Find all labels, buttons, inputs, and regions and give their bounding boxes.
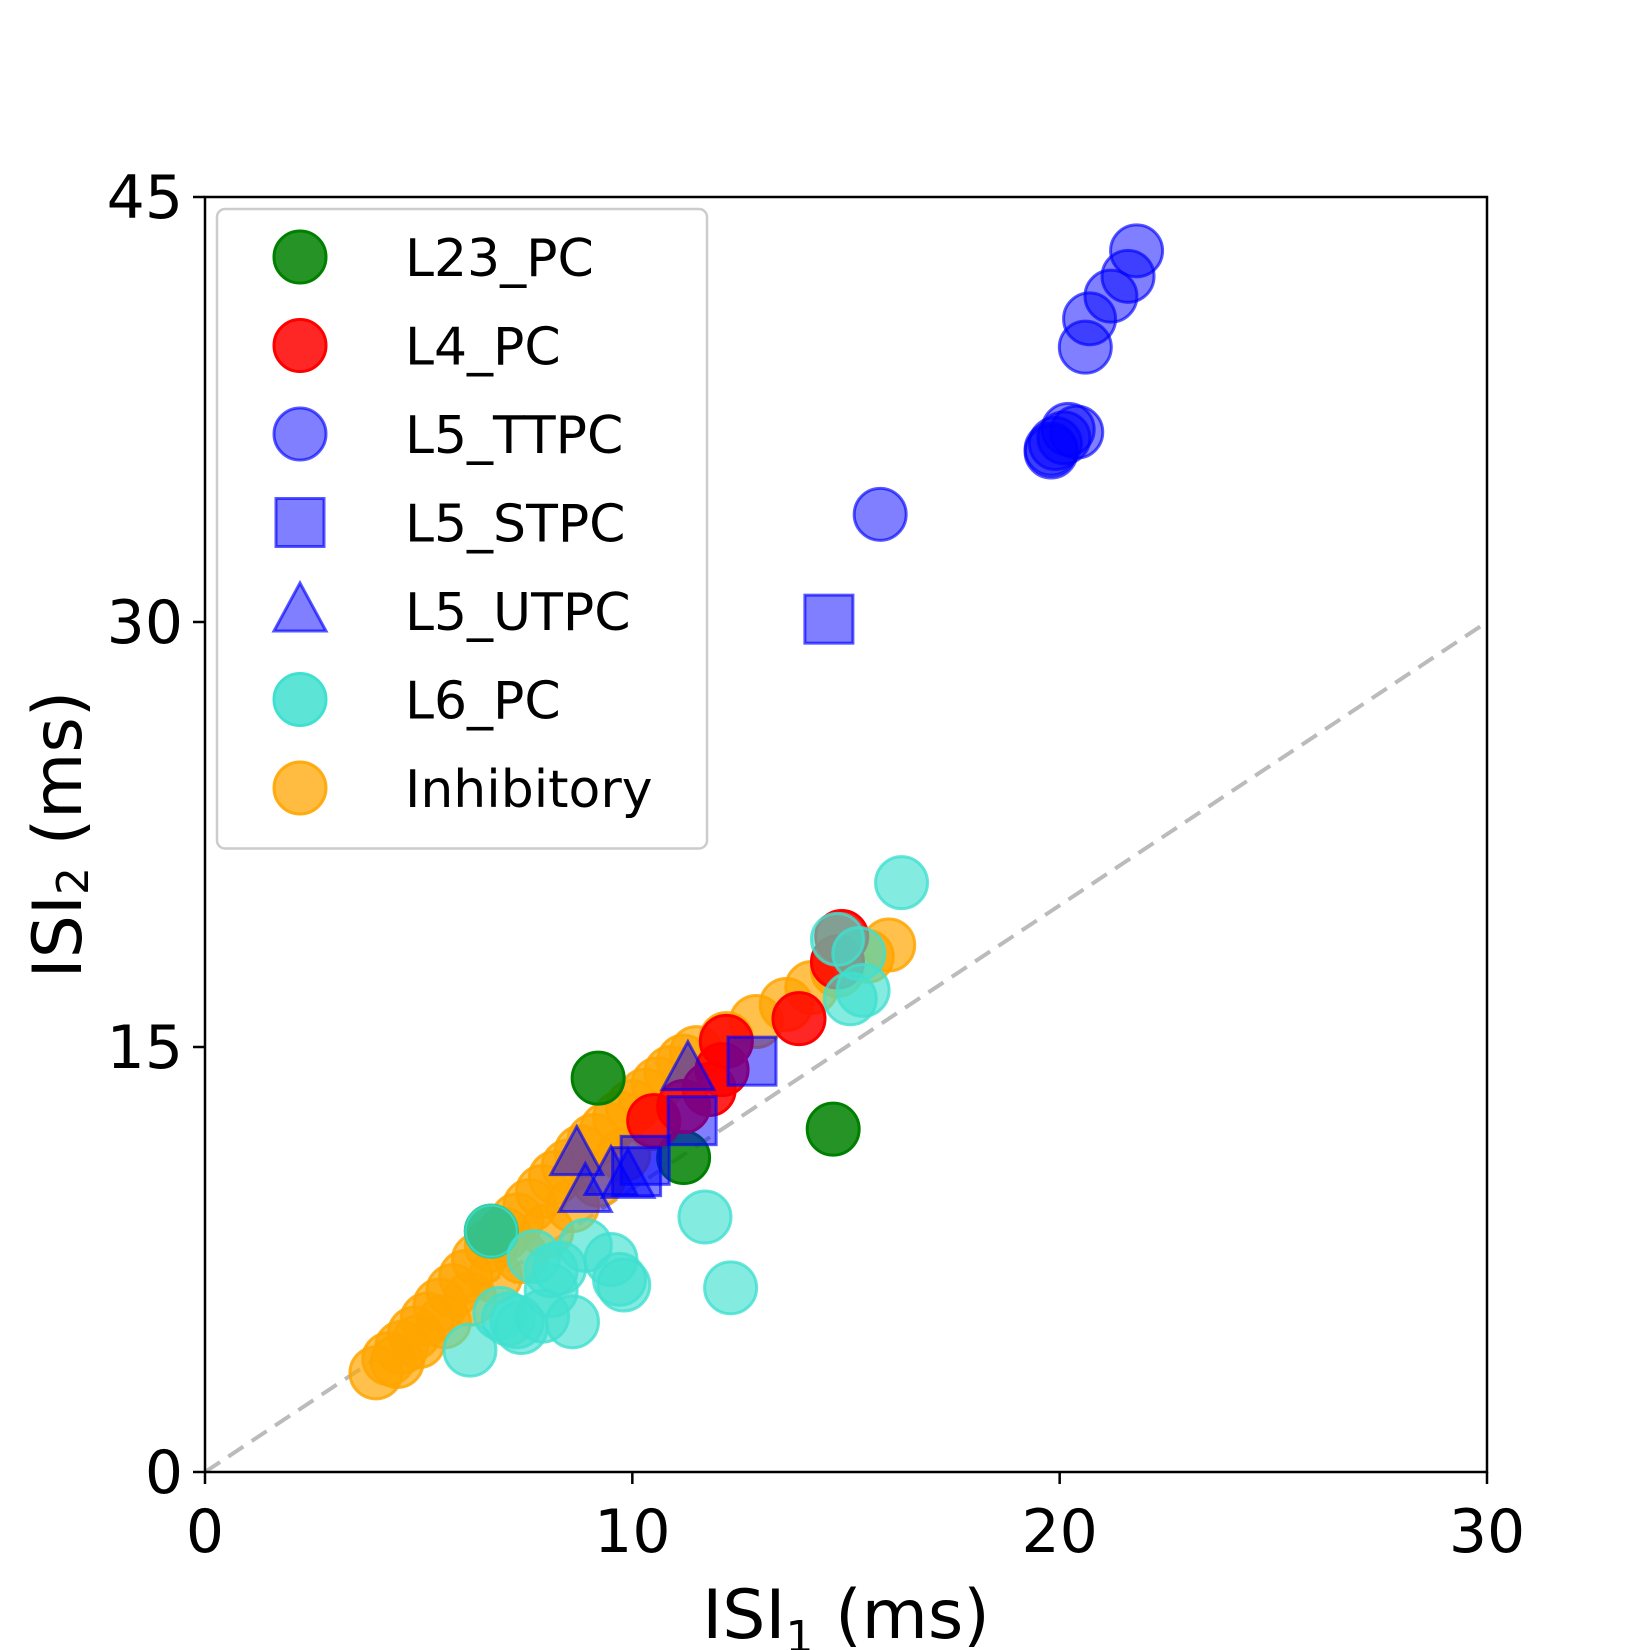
point-l5-ttpc-11 [1049,404,1105,460]
point-l5-ttpc-0 [852,486,908,542]
x-tick-label-10: 10 [594,1497,670,1567]
y-axis-label-unit: (ms) [19,691,98,867]
axis-ticks-layer: 0 10 20 30 0 15 30 45 [107,163,1526,1567]
y-tick-label-15: 15 [107,1013,183,1083]
point-l5-stpc-1 [726,1035,778,1087]
y-axis-label-sub: 2 [48,867,99,895]
data-points-layer [348,223,1165,1401]
x-axis-label: ISI1 (ms) [702,1576,990,1650]
point-l6-pc-19 [596,1257,652,1313]
legend-label-l6-pc: L6_PC [405,672,561,732]
legend-box [215,207,709,850]
point-l6-pc-7 [442,1322,498,1378]
legend-label-l23-pc: L23_PC [405,229,594,289]
point-l6-pc-5 [677,1189,733,1245]
y-tick-label-0: 0 [145,1438,183,1508]
y-axis-label-base: ISI [19,895,98,978]
point-l23-pc-0 [570,1050,626,1106]
point-l6-pc-21 [532,1240,588,1296]
legend-marker-l5-ttpc [272,406,328,462]
x-tick-label-30: 30 [1449,1497,1525,1567]
point-l6-pc-22 [489,1294,545,1350]
point-l5-utpc-4 [599,1146,657,1199]
legend-label-l4-pc: L4_PC [405,318,561,378]
legend-label-l5-stpc: L5_STPC [405,495,626,555]
legend-marker-l23-pc [272,229,328,285]
point-l5-utpc-1 [548,1123,606,1177]
x-axis-label-base: ISI [702,1576,785,1650]
x-tick-label-20: 20 [1021,1497,1097,1567]
legend-label-l5-ttpc: L5_TTPC [405,406,623,466]
point-l5-utpc-0 [659,1038,717,1092]
point-l5-stpc-0 [803,593,855,645]
legend-marker-l5-stpc [274,497,326,548]
legend-marker-inhibitory [272,760,328,816]
legend: L23_PC L4_PC L5_TTPC L5_STPC L5_UTPC L6_PC Inh… [215,207,709,850]
point-l6-pc-6 [703,1260,759,1316]
point-l23-pc-1 [805,1101,861,1157]
point-l6-pc-0 [874,855,930,911]
legend-label-inhibitory: Inhibitory [405,760,653,820]
x-axis-label-unit: (ms) [813,1576,989,1650]
point-l6-pc-15 [545,1294,601,1350]
y-tick-label-30: 30 [107,588,183,658]
point-l6-pc-4 [822,971,878,1027]
plot-frame [203,195,1489,1474]
point-l5-stpc-2 [666,1095,718,1147]
point-l6-pc-8 [463,1203,519,1259]
legend-label-l5-utpc: L5_UTPC [405,583,631,643]
x-axis-label-sub: 1 [785,1612,813,1650]
point-l4-pc-5 [771,991,827,1047]
x-tick-label-0: 0 [186,1497,224,1567]
legend-marker-l4-pc [272,318,328,373]
y-tick-label-45: 45 [107,163,183,233]
point-l5-ttpc-9 [1109,223,1165,279]
legend-marker-l6-pc [272,672,328,727]
legend-marker-l5-utpc [271,579,329,633]
y-axis-label: ISI2 (ms) [19,691,99,979]
